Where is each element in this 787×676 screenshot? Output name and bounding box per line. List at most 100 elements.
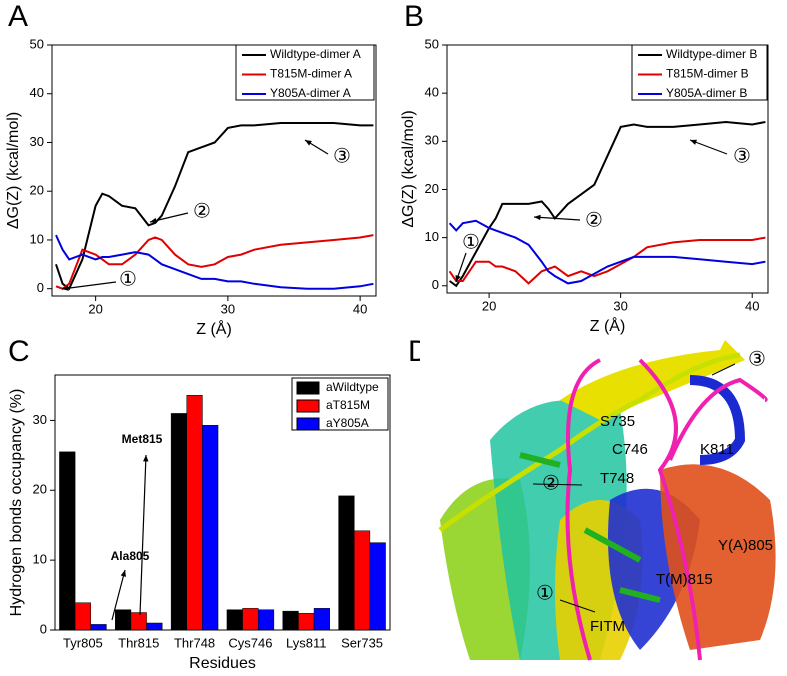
y-axis-label: ΔG(Z) (kcal/mol) (5, 112, 22, 229)
line (448, 236, 766, 285)
legend-swatch (296, 417, 320, 431)
bar (354, 530, 371, 631)
y-tick-label: 30 (30, 134, 44, 149)
molecular-structure (420, 340, 787, 671)
x-tick-label: 20 (482, 298, 496, 313)
structure-label: C746 (612, 441, 648, 458)
structure-label: T748 (600, 470, 634, 487)
legend-label: aT815M (326, 398, 370, 412)
arrow (61, 281, 117, 290)
helix (660, 464, 776, 650)
y-tick-label: 20 (30, 183, 44, 198)
bar (90, 624, 107, 631)
y-tick-label: 30 (33, 412, 47, 427)
y-axis-label: ΔG(Z) (kcal/mol) (400, 110, 417, 227)
legend-label: Y805A-dimer B (666, 86, 747, 100)
legend-label: T815M-dimer B (666, 67, 749, 81)
structure-label: T(M)815 (656, 571, 713, 588)
bar (74, 602, 91, 631)
annotation: ② (585, 209, 603, 231)
bar (298, 612, 315, 631)
bar (282, 610, 299, 631)
x-tick-label: Cys746 (228, 635, 272, 650)
loop (689, 375, 746, 465)
annotation: ① (119, 268, 137, 290)
legend-label: aY805A (326, 416, 369, 430)
bar (257, 609, 275, 631)
x-tick-label: Thr815 (118, 635, 159, 650)
y-axis-label: Hydrogen bonds occupancy (%) (8, 389, 25, 617)
arrow-head (305, 140, 312, 146)
y-tick-label: 50 (425, 36, 439, 51)
y-tick-label: 10 (30, 231, 44, 246)
ligand (519, 452, 661, 603)
panel-label: C (8, 335, 30, 368)
legend-label: Wildtype-dimer B (666, 47, 757, 61)
bar (242, 608, 259, 631)
legend-label: aWildtype (326, 380, 379, 394)
legend-label: Wildtype-dimer A (270, 47, 361, 61)
arrow (559, 599, 596, 613)
bar (130, 612, 147, 631)
arrow-head (534, 214, 541, 221)
line (55, 122, 374, 291)
strand (560, 340, 745, 420)
legend-swatch (296, 381, 320, 395)
arrow-head (455, 275, 461, 282)
x-tick-label: Ser735 (341, 635, 383, 650)
bar (146, 622, 163, 631)
line (55, 234, 374, 290)
arrow-head (690, 139, 697, 145)
annotation: ① (462, 231, 480, 253)
plot-frame (54, 374, 391, 631)
bar (170, 413, 188, 631)
x-tick-label: 40 (745, 298, 759, 313)
y-tick-label: 0 (40, 621, 47, 636)
arrow (139, 454, 147, 616)
x-tick-label: 30 (613, 298, 627, 313)
y-tick-label: 10 (425, 229, 439, 244)
bar (202, 425, 219, 631)
x-tick-label: 20 (88, 301, 102, 316)
bar (186, 395, 203, 631)
structure-label: ③ (748, 348, 766, 370)
plot-frame (446, 44, 769, 294)
y-tick-label: 0 (432, 277, 439, 292)
structure-label: S735 (600, 413, 635, 430)
arrow (689, 139, 728, 155)
arrow-head (150, 217, 157, 224)
x-axis-label: Z (Å) (196, 319, 232, 338)
arrow-head (120, 570, 127, 577)
line (55, 234, 374, 290)
y-tick-label: 40 (425, 85, 439, 100)
panel-label: B (404, 0, 424, 33)
arrow (111, 569, 126, 621)
x-axis-label: Residues (189, 655, 256, 671)
line (449, 120, 766, 288)
loop (438, 352, 741, 533)
x-tick-label: Thr748 (174, 635, 215, 650)
structure-label: K811 (700, 441, 734, 458)
bar (59, 451, 76, 631)
legend-label: Y805A-dimer A (270, 86, 351, 100)
bar (313, 608, 330, 631)
structure-label: ② (542, 472, 560, 494)
annotation: Met815 (122, 432, 163, 446)
y-tick-label: 40 (30, 85, 44, 100)
annotation: ② (193, 200, 211, 222)
arrow (711, 363, 736, 376)
x-tick-label: 30 (221, 301, 235, 316)
arrow (149, 212, 189, 223)
y-tick-label: 50 (30, 36, 44, 51)
line (448, 219, 766, 285)
structure-label: FITM (590, 618, 625, 635)
bar (115, 609, 132, 631)
y-tick-label: 0 (37, 280, 44, 295)
y-tick-label: 10 (33, 552, 47, 567)
y-tick-label: 20 (33, 482, 47, 497)
arrow (533, 216, 581, 221)
arrow-head (143, 455, 149, 462)
legend-swatch (296, 399, 320, 413)
x-axis-label: Z (Å) (590, 316, 626, 335)
